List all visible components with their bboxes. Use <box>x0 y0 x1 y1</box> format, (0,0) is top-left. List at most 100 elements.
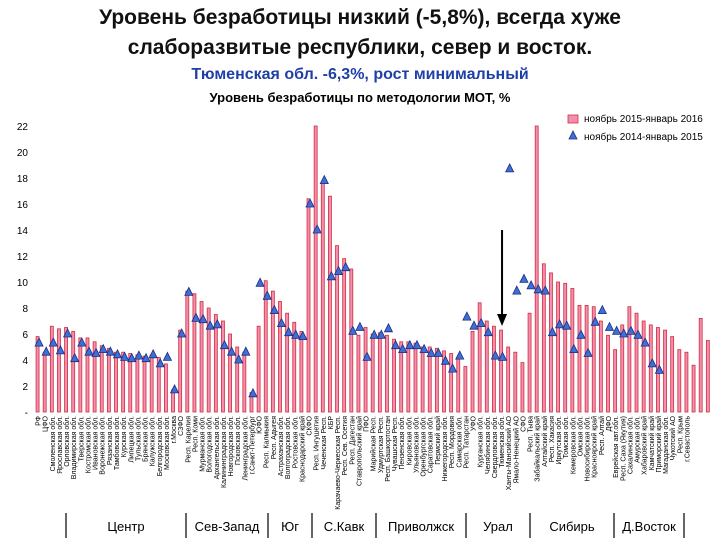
data-marker <box>291 329 301 339</box>
category-label: Омская обл. <box>576 416 584 456</box>
data-bar <box>705 340 710 413</box>
data-marker <box>91 347 101 357</box>
category-label: Ярославская обл. <box>56 416 64 474</box>
data-marker <box>184 286 194 296</box>
category-label: Магаданская обл. <box>662 416 670 474</box>
y-tick-label: 14 <box>17 226 29 237</box>
data-marker <box>597 304 608 315</box>
category-label: Респ. Коми <box>192 416 199 452</box>
annotation-arrow-head <box>497 314 508 326</box>
data-marker <box>383 322 394 333</box>
region-label: Юг <box>281 519 299 534</box>
region-label: Приволжск <box>387 519 455 534</box>
data-bar <box>92 341 97 413</box>
data-bar <box>342 258 347 413</box>
category-label: ДФО <box>606 415 613 431</box>
data-bar <box>71 330 76 413</box>
data-bar <box>556 281 560 413</box>
data-marker <box>262 290 272 300</box>
region-label: Центр <box>107 519 145 534</box>
category-label: Рязанская обл. <box>106 416 114 465</box>
y-tick-label: 16 <box>17 200 29 211</box>
data-bar <box>377 332 382 413</box>
data-bar <box>463 366 468 413</box>
data-bar <box>256 325 261 413</box>
data-marker <box>390 339 401 350</box>
data-bar <box>185 290 190 413</box>
data-bar <box>691 364 696 413</box>
chart-axis-caption: Уровень безработицы по методологии МОТ, … <box>209 90 511 105</box>
data-marker <box>341 261 351 272</box>
data-marker <box>405 339 415 350</box>
data-bar <box>78 337 83 413</box>
category-label: Респ. Дагестан <box>349 416 356 465</box>
data-bar <box>306 198 311 413</box>
category-label: СКФО <box>307 415 314 435</box>
category-label: Кировская обл. <box>405 416 413 465</box>
data-marker <box>569 343 579 354</box>
category-label: г.Санкт-Петербург <box>248 416 256 475</box>
y-tick-label: 20 <box>17 148 29 159</box>
data-bar <box>399 341 404 413</box>
category-label: Калужская обл. <box>149 416 157 466</box>
category-label: Респ. Мордовия <box>449 416 456 469</box>
category-label: Еврейская авт.обл. <box>612 416 620 478</box>
data-marker <box>112 348 123 359</box>
data-marker <box>205 320 215 330</box>
category-label: ПФО <box>364 415 371 431</box>
region-label: Сибирь <box>549 519 595 534</box>
category-label: Воронежская обл. <box>99 416 107 475</box>
data-bar <box>449 353 454 413</box>
category-label: Алтайский край <box>541 416 549 467</box>
data-marker <box>497 351 508 361</box>
category-label: Нижегородская обл. <box>441 416 449 482</box>
data-bar <box>285 312 290 413</box>
data-bar <box>35 336 40 413</box>
data-marker <box>269 304 280 315</box>
chart-title: Уровень безработицы низкий (-5,8%), всег… <box>99 6 621 29</box>
data-marker <box>234 354 244 364</box>
category-label: Чукотский АО <box>669 415 677 460</box>
category-label: Респ. Адыгея <box>271 416 278 460</box>
y-tick-label: - <box>25 408 28 419</box>
category-label: Респ. Крым <box>677 416 684 453</box>
data-bar <box>477 302 482 413</box>
category-label: Новосибирская обл. <box>584 416 592 482</box>
data-bar <box>698 317 703 413</box>
data-bar <box>499 329 503 413</box>
data-bar <box>549 272 553 413</box>
category-label: Хабаровский край <box>641 416 649 475</box>
data-bar <box>292 321 297 413</box>
category-label: г.Москва <box>171 416 178 444</box>
data-bar <box>598 320 603 413</box>
data-bar <box>349 268 354 413</box>
category-label: Псковская обл. <box>234 416 242 465</box>
data-bar <box>213 314 218 413</box>
y-tick-label: 6 <box>22 330 28 341</box>
data-marker <box>70 352 80 363</box>
data-marker <box>177 328 187 338</box>
data-marker <box>526 280 536 290</box>
data-marker <box>447 363 458 373</box>
data-marker <box>41 346 51 356</box>
data-bar <box>178 329 183 413</box>
data-bar <box>156 356 161 413</box>
data-marker <box>355 321 365 331</box>
legend-label: ноябрь 2014-январь 2015 <box>584 131 703 143</box>
data-bar <box>420 346 425 413</box>
data-bar <box>363 327 368 413</box>
category-label: Сахалинская обл. <box>626 416 634 474</box>
data-marker <box>326 270 337 281</box>
category-label: Респ. Калмыкия <box>264 416 271 468</box>
data-bar <box>242 351 247 413</box>
data-marker <box>198 313 208 324</box>
category-label: Смоленская обл. <box>49 416 57 471</box>
data-bar <box>121 351 126 413</box>
data-marker <box>476 317 486 328</box>
category-label: УФО <box>471 415 478 431</box>
category-label: Кемеровская обл. <box>569 416 577 474</box>
category-label: Респ. Саха (Якутия) <box>620 416 627 481</box>
category-label: Курская обл. <box>120 416 128 457</box>
data-bar <box>456 356 461 413</box>
